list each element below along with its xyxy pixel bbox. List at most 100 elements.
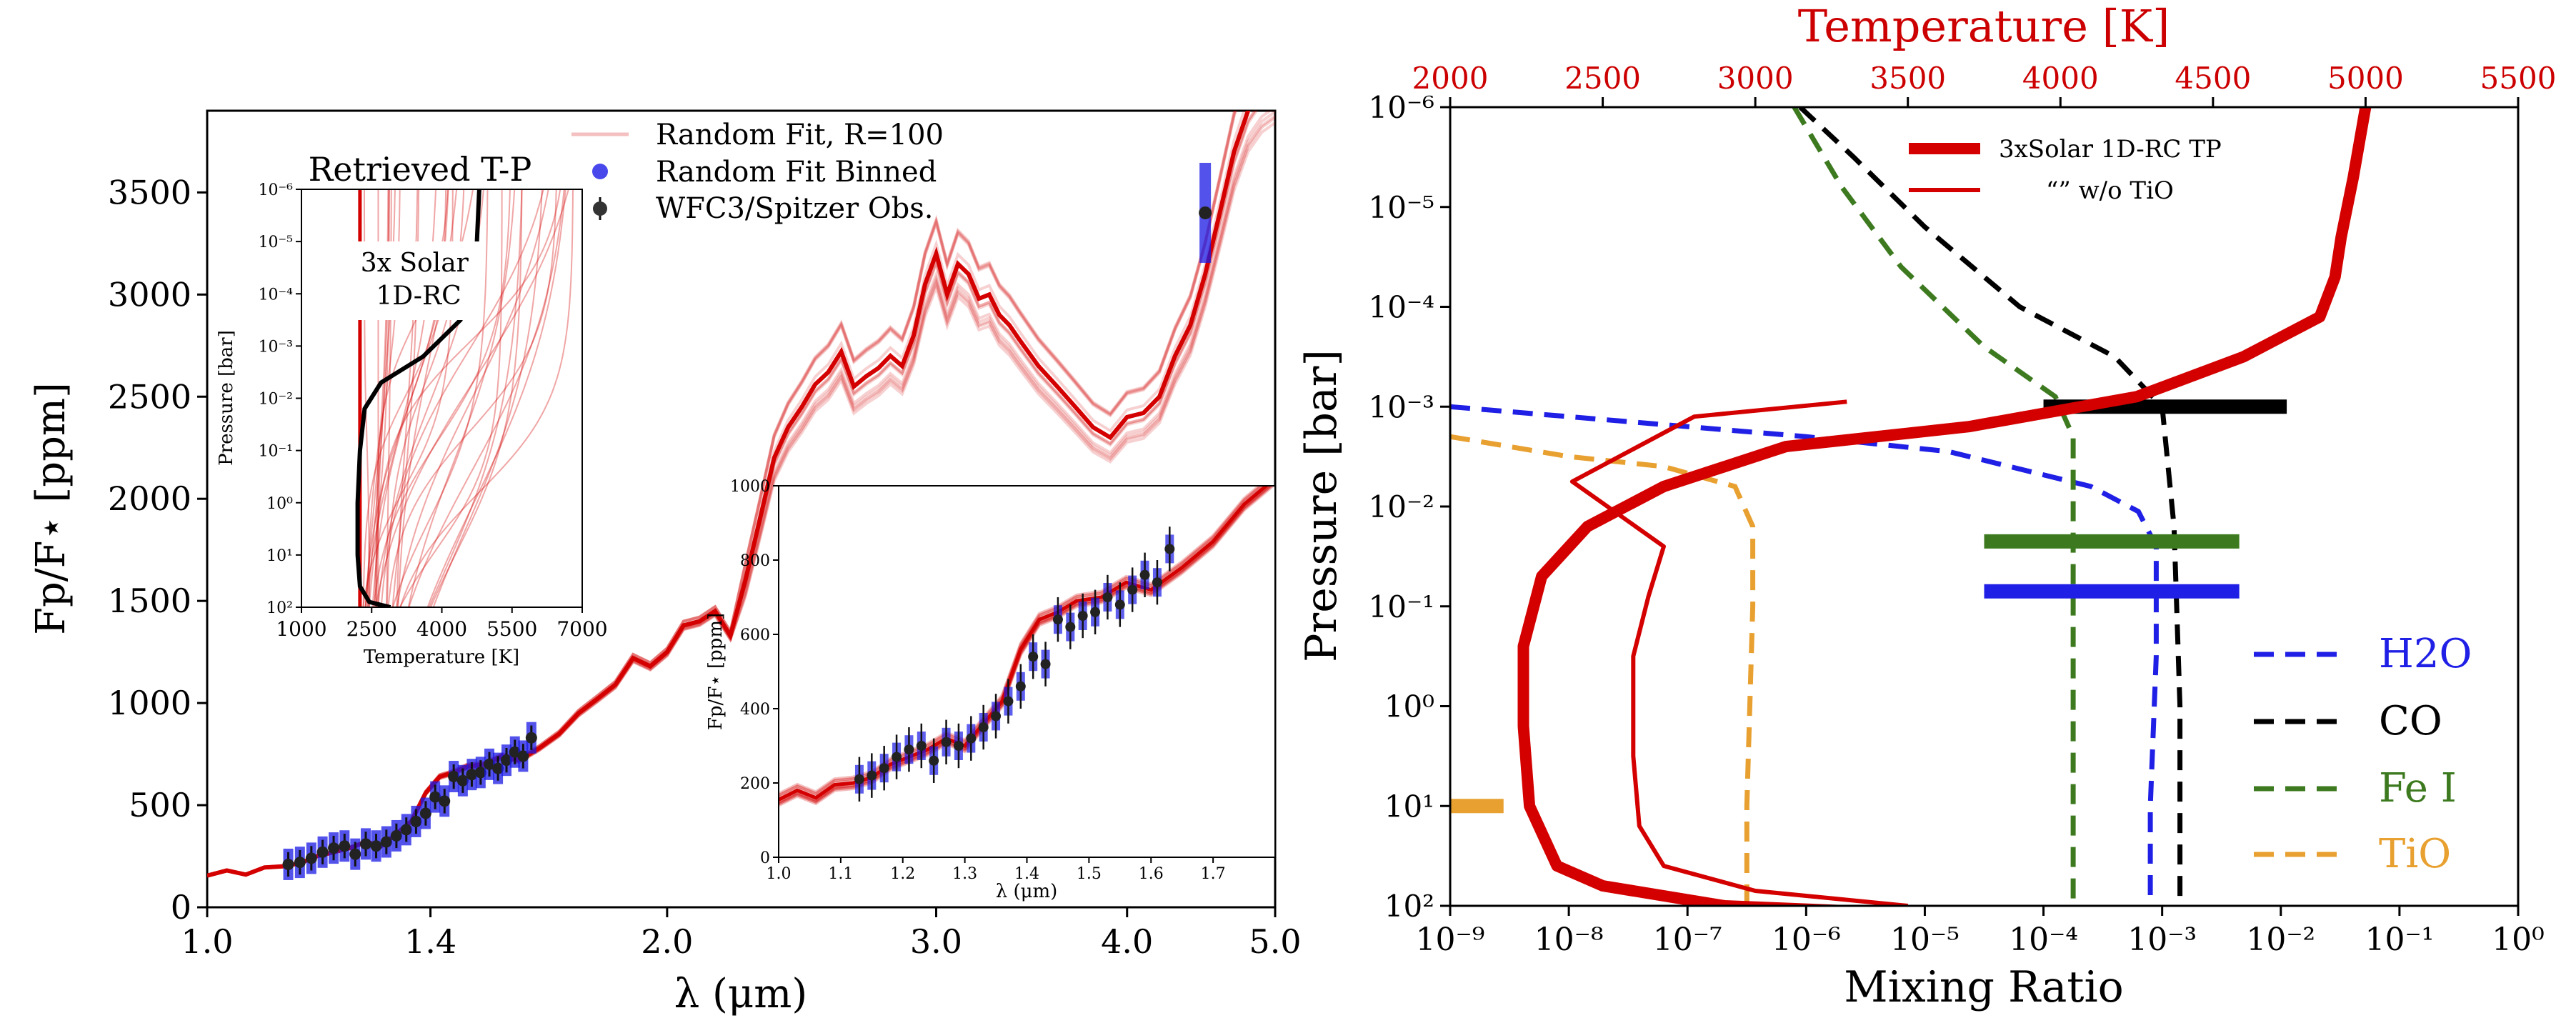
abundance-x-label: Mixing Ratio [1844, 962, 2124, 1012]
spectrum-observations [282, 162, 1212, 880]
obs-point [305, 852, 317, 864]
spectrum-x-tick-label: 3.0 [910, 922, 962, 961]
inset-tp-y-tick-label: 10⁻⁵ [259, 234, 293, 251]
obs-point [410, 815, 422, 827]
abundance-y-ticks: 10⁻⁶ 10⁻⁵ 10⁻⁴ 10⁻³ 10⁻² 10⁻¹ 10⁰ 10¹ 10² [1369, 90, 1450, 924]
tp-retrieval-curve [374, 189, 561, 607]
abundance-x-tick-label: 10⁻² [2246, 922, 2315, 958]
abundance-y-tick-label: 10⁻³ [1369, 389, 1434, 424]
inset-tp-title: Retrieved T-P [309, 150, 532, 189]
temperature-top-ticks: 2000 2500 3000 3500 4000 4500 5000 5500 [1412, 61, 2556, 107]
abundance-y-tick-label: 10⁻² [1369, 489, 1434, 524]
spectrum-y-tick-label: 0 [171, 888, 191, 927]
spectrum-y-tick-label: 1500 [108, 582, 191, 620]
inset-zoom-x-tick-label: 1.6 [1139, 865, 1164, 883]
inset-zoom-curves [779, 486, 1275, 807]
tp-retrieval-curve [372, 189, 511, 607]
inset-tp-y-tick-label: 10⁻¹ [259, 443, 293, 461]
spectrum-x-tick-label: 1.4 [404, 922, 456, 961]
abundance-y-tick-label: 10⁻⁶ [1369, 90, 1434, 125]
species-legend: H2O CO Fe I TiO [2254, 631, 2472, 877]
zoom-model-realization [779, 486, 1272, 804]
tp-retrieval-curve [396, 189, 549, 607]
obs-point [439, 795, 451, 807]
spectrum-y-tick-label: 1000 [108, 684, 191, 722]
temperature-top-tick-label: 5000 [2327, 61, 2404, 96]
spitzer-point [1199, 206, 1212, 219]
inset-zoom-x-tick-label: 1.1 [828, 865, 853, 883]
temperature-top-label: Temperature [K] [1798, 0, 2170, 52]
zoom-obs-point [1052, 614, 1063, 625]
zoom-obs-point [867, 770, 877, 781]
inset-zoom-x-tick-label: 1.2 [890, 865, 915, 883]
inset-tp-ticks: 1000 2500 4000 5500 7000 10⁻⁶ 10⁻⁵ 10⁻⁴ 10⁻³ 10⁻²… [259, 181, 608, 641]
inset-tp-y-label: Pressure [bar] [216, 330, 237, 466]
abundance-x-tick-label: 10⁻⁵ [1890, 922, 1960, 958]
inset-zoom-background [779, 486, 1275, 857]
zoom-obs-point [941, 737, 952, 747]
obs-point [349, 848, 361, 860]
obs-point [474, 767, 486, 779]
obs-point [390, 829, 402, 842]
spectrum-y-ticks: 0 500 1000 1500 2000 2500 3000 3500 [108, 173, 207, 927]
legend-label-binned: Random Fit Binned [656, 156, 937, 189]
inset-tp-x-tick-label: 4000 [416, 617, 467, 641]
zoom-obs-point [953, 741, 964, 751]
tp-retrieval-curve [408, 189, 565, 607]
abundance-x-tick-label: 10⁻⁸ [1534, 922, 1604, 958]
inset-zoom-x-tick-label: 1.7 [1201, 865, 1226, 883]
obs-point [429, 791, 441, 803]
abundance-x-tick-label: 10⁻³ [2127, 922, 2197, 958]
temperature-top-tick-label: 3000 [1717, 61, 1794, 96]
zoom-obs-point [1139, 569, 1150, 580]
abundance-x-tick-label: 10⁻⁹ [1416, 922, 1485, 958]
species-profile-tio [1450, 434, 1756, 906]
species-profile-co [1798, 107, 2183, 906]
spectrum-x-tick-label: 1.0 [181, 922, 233, 961]
legend-label-random-fit: Random Fit, R=100 [656, 119, 944, 151]
tp-retrieval-curve [399, 189, 503, 607]
obs-point [525, 732, 537, 744]
zoom-obs-point [1152, 577, 1162, 588]
zoom-obs-point [1028, 652, 1039, 662]
inset-tp-x-tick-label: 5500 [486, 617, 537, 641]
abundance-y-tick-label: 10⁻⁵ [1369, 190, 1434, 225]
species-legend-label-h2o: H2O [2379, 631, 2472, 677]
zoom-obs-point [1077, 611, 1088, 621]
abundance-y-tick-label: 10⁻⁴ [1369, 290, 1434, 325]
abundance-y-tick-label: 10² [1384, 889, 1434, 924]
abundance-x-tick-label: 10⁻⁶ [1772, 922, 1841, 958]
spectrum-y-tick-label: 2000 [108, 479, 191, 518]
inset-tp-x-label: Temperature [K] [364, 647, 519, 668]
obs-point [484, 758, 496, 770]
inset-zoom-x-tick-label: 1.4 [1014, 865, 1039, 883]
legend-label-obs: WFC3/Spitzer Obs. [656, 192, 934, 225]
zoom-obs-point [879, 763, 889, 774]
species-profile-h2o [1450, 404, 2159, 906]
tp-legend-label-thin: “” w/o TiO [2046, 176, 2174, 205]
inset-zoom-y-tick-label: 1000 [730, 478, 770, 496]
zoom-obs-point [929, 755, 939, 766]
obs-point [294, 857, 306, 869]
obs-point [339, 840, 351, 852]
zoom-model-realization [779, 486, 1274, 806]
inset-tp-y-tick-label: 10⁻⁴ [259, 286, 294, 304]
zoom-obs-point [854, 774, 864, 784]
inset-zoom-x-tick-label: 1.3 [952, 865, 977, 883]
spectrum-y-tick-label: 2500 [108, 377, 191, 416]
zoom-obs-point [904, 744, 914, 755]
temperature-top-tick-label: 4500 [2175, 61, 2251, 96]
legend-swatch-obs [593, 201, 607, 216]
temperature-top-tick-label: 2000 [1412, 61, 1489, 96]
zoom-obs-point [1015, 681, 1026, 692]
spectrum-x-ticks: 1.0 1.4 2.0 3.0 4.0 5.0 [181, 907, 1302, 961]
inset-zoom-y-label: Fp/F⋆ [ppm] [705, 613, 727, 730]
species-legend-label-fe: Fe I [2379, 765, 2457, 812]
spectrum-x-tick-label: 2.0 [641, 922, 693, 961]
inset-tp-y-tick-label: 10⁻² [259, 391, 293, 409]
spectrum-y-tick-label: 500 [129, 786, 191, 824]
obs-point [316, 846, 329, 858]
inset-tp-annotation-line2: 1D-RC [376, 281, 461, 311]
zoom-obs-point [1040, 659, 1051, 669]
